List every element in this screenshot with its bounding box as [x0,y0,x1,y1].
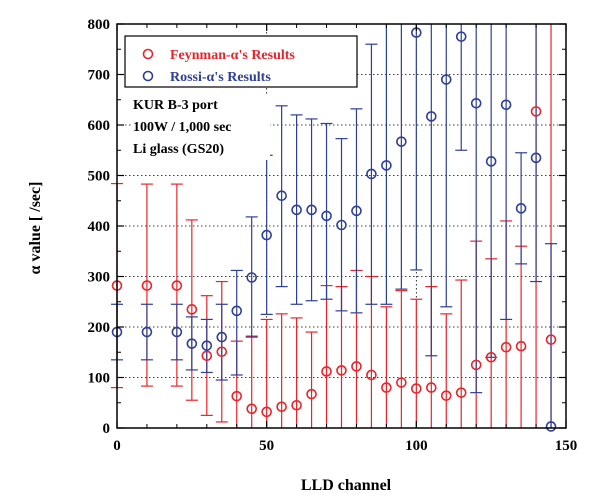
data-point [291,204,302,216]
data-point [366,168,377,180]
data-point [455,31,467,42]
annotation: KUR B-3 port 100W / 1,000 sec Li glass (… [131,94,270,160]
data-point [261,229,272,241]
plot-frame [116,23,567,429]
data-point [336,219,347,231]
data-point [141,326,153,338]
annotation-line-3: Li glass (GS20) [133,142,224,157]
data-point [396,136,407,147]
data-point [336,365,347,376]
legend-box [124,35,358,88]
data-point [171,326,183,338]
x-tick-label: 0 [113,438,121,454]
data-point [366,369,377,381]
data-point [171,280,183,291]
data-point [186,338,198,349]
data-point [485,351,497,363]
data-point [201,340,213,351]
x-tick-label: 100 [405,438,428,454]
y-axis-title: α value [ /sec] [27,182,44,275]
data-point [440,74,452,85]
annotation-line-2: 100W / 1,000 sec [133,120,232,135]
data-point [306,204,317,216]
data-point [261,406,272,418]
y-tick-label: 100 [88,371,111,387]
data-point [545,334,557,345]
y-tick-label: 700 [88,68,111,84]
x-tick-label: 50 [259,438,274,454]
data-points [111,27,557,432]
data-point [455,387,467,398]
y-tick-label: 800 [88,17,111,33]
legend: Feynman-α's Results Rossi-α's Results [124,35,358,88]
data-point [470,359,482,371]
data-point [276,401,287,413]
x-axis-title: LLD channel [301,477,392,494]
data-point [500,99,512,111]
data-point [530,152,542,164]
data-point [306,388,317,400]
y-tick-label: 0 [103,421,111,437]
data-point [500,341,512,353]
data-point [351,361,362,372]
data-point [381,160,392,171]
data-point [276,190,287,201]
data-point [201,350,213,362]
data-point [381,382,392,393]
data-point [470,97,482,109]
data-point [545,421,557,432]
annotation-line-1: KUR B-3 port [133,98,218,113]
y-tick-label: 200 [88,320,111,336]
data-point [246,403,257,415]
data-point [291,399,302,411]
data-point [321,210,332,222]
data-point [141,280,153,291]
y-tick-label: 500 [88,169,111,185]
data-point [411,383,422,394]
annotation-background [131,94,270,160]
data-point [485,156,497,167]
data-point [351,205,362,217]
data-point [186,304,198,315]
data-point [425,111,437,122]
data-point [425,382,437,393]
data-point [216,331,228,343]
data-point [231,390,243,402]
legend-label-feynman: Feynman-α's Results [170,48,295,63]
x-tick-label: 150 [555,438,578,454]
data-point [231,305,243,317]
data-point [515,340,527,352]
legend-marker-feynman [142,48,154,60]
y-tick-label: 400 [88,219,111,235]
legend-marker-rossi [142,70,154,82]
data-point [530,106,542,117]
data-point [515,203,527,214]
data-point [216,346,228,358]
y-tick-label: 600 [88,118,111,134]
data-point [396,377,407,388]
legend-label-rossi: Rossi-α's Results [170,70,271,85]
data-point [440,390,452,401]
data-point [246,272,257,283]
y-tick-label: 300 [88,270,111,286]
data-point [321,366,332,377]
